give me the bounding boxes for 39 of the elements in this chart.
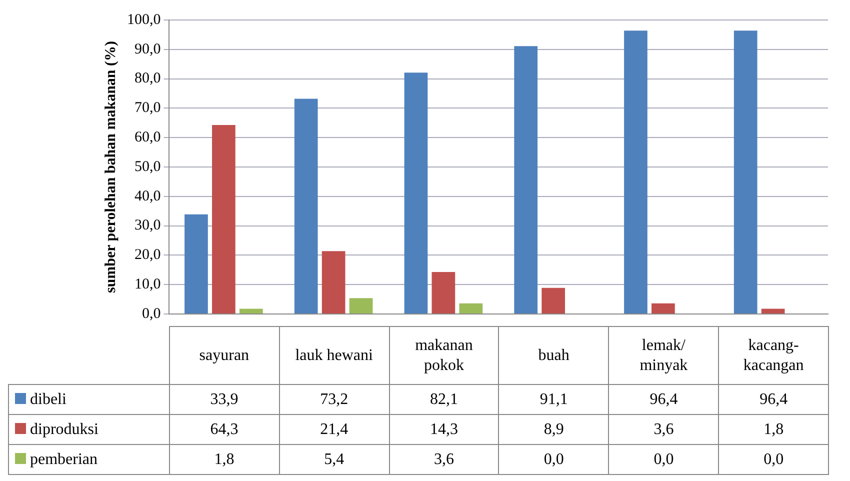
y-axis-title: sumber perolehan bahan makanan (%) [102,41,119,293]
y-tick-label: 40,0 [134,188,161,204]
data-label: 1,8 [718,414,828,444]
data-label: 8,9 [498,414,609,444]
x-tick-label: makanan pokok [389,326,499,384]
data-label: 82,1 [389,384,499,414]
x-tick-label: buah [498,326,609,384]
y-tick-label: 90,0 [134,41,161,58]
x-tick-label: lauk hewani [279,326,389,384]
data-label: 14,3 [389,414,499,444]
data-label: 5,4 [279,444,389,474]
data-label: 64,3 [169,414,280,444]
data-label: 96,4 [718,384,828,414]
x-tick-label: lemak/ minyak [608,326,719,384]
y-tick-label: 20,0 [134,247,161,264]
y-tick-label: 60,0 [134,130,161,146]
data-label: 33,9 [169,384,280,414]
data-label: 91,1 [498,384,609,414]
data-label: 3,6 [608,414,719,444]
y-tick-label: 0,0 [142,306,161,322]
data-label: 0,0 [718,444,828,474]
y-tick-label: 100,0 [127,12,161,28]
x-tick-label: kacang-kacangan [718,326,828,384]
legend-label: pemberian [29,450,98,468]
data-label: 0,0 [498,444,609,474]
data-label: 0,0 [608,444,719,474]
legend-label: diproduksi [29,420,98,438]
legend-label: dibeli [29,390,66,408]
y-tick-label: 10,0 [134,276,161,293]
y-tick-label: 50,0 [134,158,161,175]
y-tick-label: 30,0 [134,218,161,234]
data-label: 1,8 [169,444,280,474]
data-label: 73,2 [279,384,389,414]
data-label: 96,4 [608,384,719,414]
x-tick-label: sayuran [169,326,280,384]
y-tick-label: 70,0 [134,100,161,116]
y-tick-label: 80,0 [134,70,161,87]
data-label: 21,4 [279,414,389,444]
data-label: 3,6 [389,444,499,474]
